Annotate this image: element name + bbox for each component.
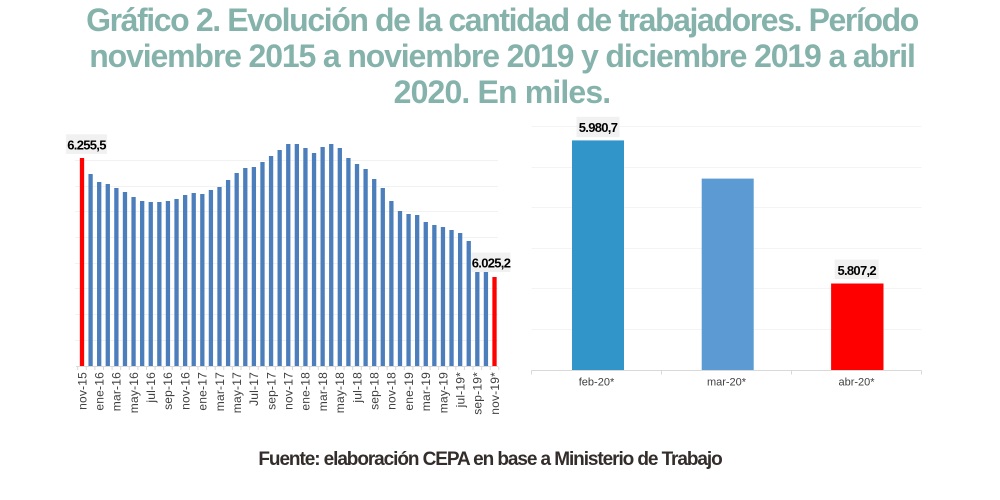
svg-text:nov-19*: nov-19*	[488, 372, 502, 415]
svg-text:mar-17: mar-17	[213, 372, 227, 411]
svg-text:jul-19*: jul-19*	[453, 372, 467, 409]
svg-text:sep-18: sep-18	[368, 372, 382, 410]
svg-text:6.025,2: 6.025,2	[472, 256, 511, 271]
svg-text:ene-19: ene-19	[402, 372, 416, 411]
svg-text:may-16: may-16	[127, 372, 141, 413]
svg-text:nov-16: nov-16	[178, 372, 192, 410]
svg-text:mar-20*: mar-20*	[707, 377, 747, 389]
svg-text:ene-17: ene-17	[196, 372, 210, 411]
svg-text:ene-18: ene-18	[299, 372, 313, 411]
svg-text:mar-19: mar-19	[419, 372, 433, 411]
svg-text:Jul-17: Jul-17	[247, 372, 261, 406]
svg-text:abr-20*: abr-20*	[838, 377, 875, 389]
svg-text:sep-17: sep-17	[264, 372, 278, 410]
svg-text:sep-16: sep-16	[161, 372, 175, 410]
svg-text:may-18: may-18	[333, 372, 347, 413]
svg-text:nov-15: nov-15	[75, 372, 89, 410]
svg-text:may-17: may-17	[230, 372, 244, 413]
svg-text:ene-16: ene-16	[92, 372, 106, 411]
svg-text:sep-19*: sep-19*	[471, 372, 485, 415]
svg-text:5.807,2: 5.807,2	[837, 263, 876, 278]
svg-text:may-19: may-19	[436, 372, 450, 413]
svg-text:mar-16: mar-16	[110, 372, 124, 411]
svg-text:6.255,5: 6.255,5	[67, 138, 106, 153]
svg-text:mar-18: mar-18	[316, 372, 330, 411]
svg-text:jul-18: jul-18	[350, 372, 364, 404]
svg-text:nov-17: nov-17	[282, 372, 296, 410]
svg-text:jul-16: jul-16	[144, 372, 158, 404]
svg-text:5.980,7: 5.980,7	[579, 120, 618, 135]
svg-text:feb-20*: feb-20*	[579, 377, 615, 389]
svg-text:nov-18: nov-18	[385, 372, 399, 410]
